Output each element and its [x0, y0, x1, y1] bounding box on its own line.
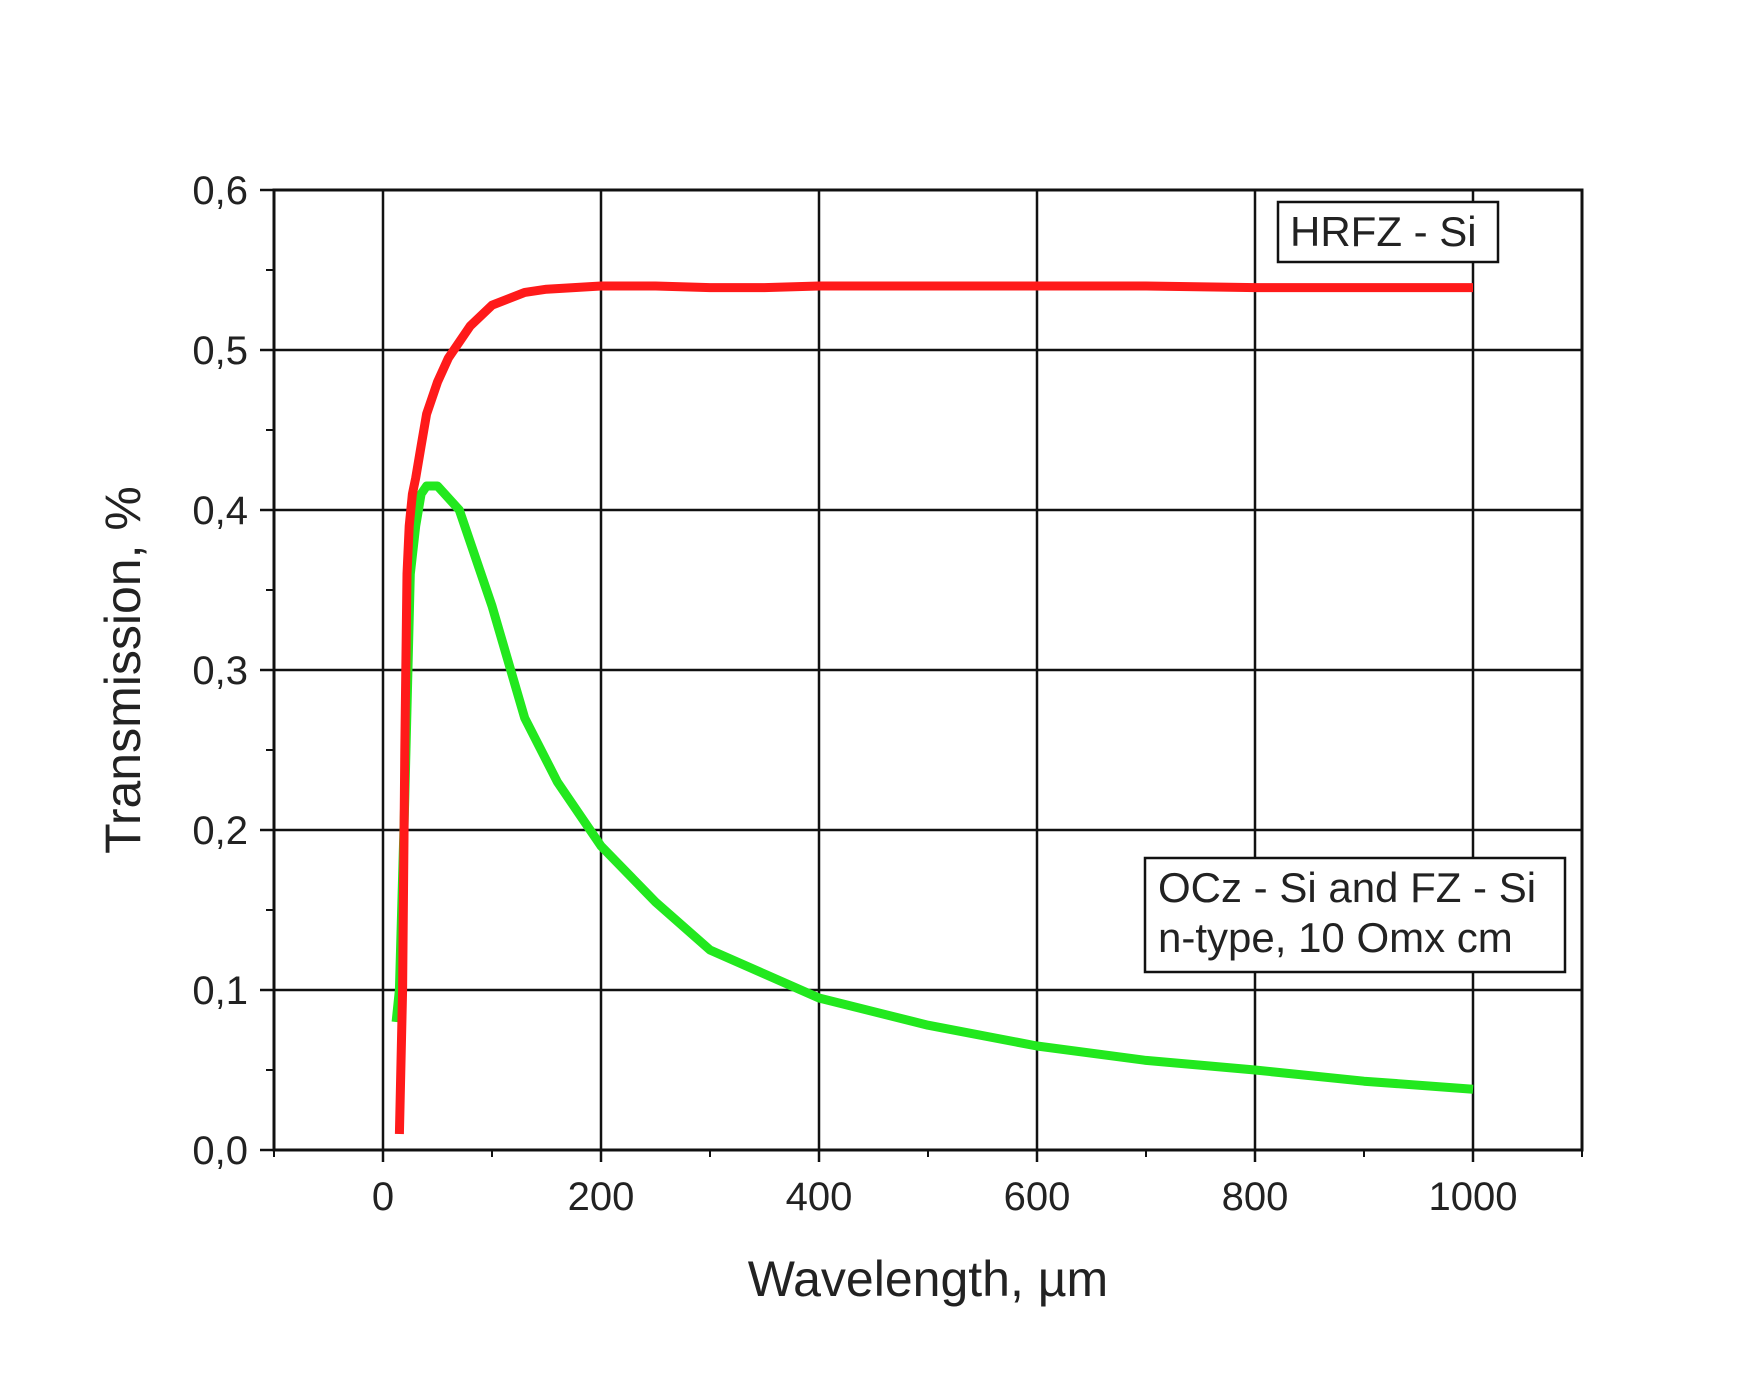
x-tick-label: 200 [568, 1175, 635, 1219]
x-tick-label: 0 [372, 1175, 394, 1219]
x-axis-label: Wavelength, µm [748, 1251, 1108, 1307]
y-axis-label: Transmission, % [95, 486, 151, 854]
legend-ocz-text-line1: OCz - Si and FZ - Si [1158, 864, 1536, 911]
plot-frame [272, 188, 1584, 1152]
y-tick-label: 0,3 [192, 649, 248, 693]
legend-hrfz-text: HRFZ - Si [1290, 208, 1477, 255]
series-layer [391, 281, 1474, 1135]
y-tick-label: 0,5 [192, 329, 248, 373]
x-tick-label: 1000 [1429, 1175, 1518, 1219]
y-tick-labels: 0,0 0,1 0,2 0,3 0,4 0,5 0,6 [192, 169, 248, 1173]
x-tick-label: 600 [1004, 1175, 1071, 1219]
y-tick-label: 0,1 [192, 969, 248, 1013]
series-line-hrfz [394, 281, 1473, 1135]
series-line-ocz [391, 481, 1474, 1094]
y-tick-label: 0,4 [192, 489, 248, 533]
grid-lines [274, 188, 1582, 1152]
x-tick-label: 400 [786, 1175, 853, 1219]
y-tick-label: 0,6 [192, 169, 248, 213]
legend-ocz-text-line2: n-type, 10 Omx cm [1158, 914, 1513, 961]
legend-hrfz: HRFZ - Si [1276, 200, 1500, 264]
x-tick-labels: 0 200 400 600 800 1000 [372, 1175, 1518, 1219]
legend-hrfz-box [1276, 200, 1500, 264]
legend-ocz: OCz - Si and FZ - Si n-type, 10 Omx cm [1143, 856, 1567, 974]
y-tick-label: 0,0 [192, 1129, 248, 1173]
legend-ocz-box [1143, 856, 1567, 974]
x-tick-label: 800 [1222, 1175, 1289, 1219]
y-tick-label: 0,2 [192, 809, 248, 853]
